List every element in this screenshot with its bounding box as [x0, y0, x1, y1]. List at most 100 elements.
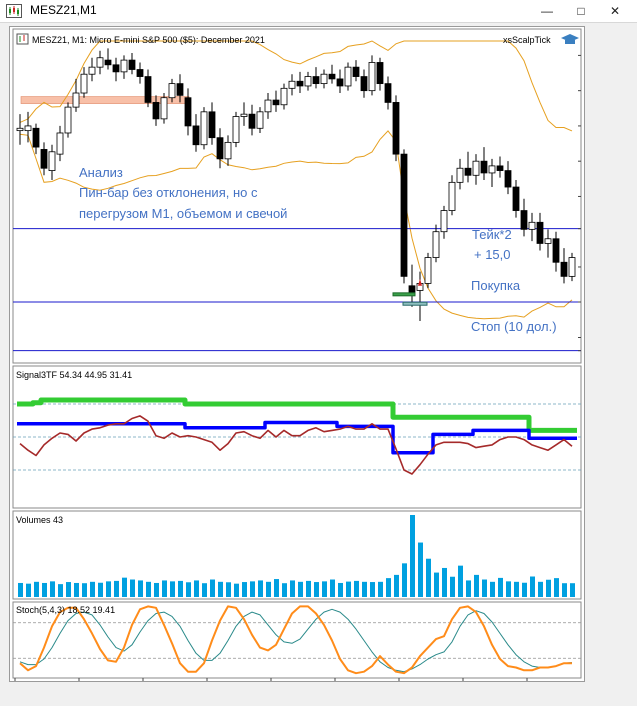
- candle-body: [48, 151, 56, 171]
- buy-label: Покупка: [471, 278, 521, 293]
- candle-body: [56, 132, 64, 155]
- chart-area[interactable]: 4589.004587.504586.004584.504583.004581.…: [9, 26, 623, 693]
- candle: [424, 252, 432, 289]
- volume-bar: [210, 579, 215, 597]
- candle-body: [488, 165, 496, 174]
- candle: [392, 95, 400, 162]
- volume-bar: [266, 581, 271, 597]
- volume-bar: [178, 580, 183, 597]
- candle-body: [32, 127, 40, 148]
- volume-bar: [530, 576, 535, 597]
- candle: [368, 55, 376, 96]
- candle: [528, 212, 536, 242]
- candle: [176, 74, 184, 103]
- stoch-panel-title: Stoch(5,4,3) 18.52 19.41: [16, 605, 115, 615]
- candle: [128, 53, 136, 75]
- volume-bar: [282, 583, 287, 597]
- minimize-button[interactable]: —: [541, 4, 553, 18]
- candle-body: [400, 153, 408, 277]
- candle: [80, 67, 88, 98]
- candle: [560, 248, 568, 284]
- volume-bar: [146, 581, 151, 597]
- candle-body: [208, 111, 216, 139]
- annotation-line1: Пин-бар без отклонения, но с: [79, 185, 258, 200]
- candle-body: [264, 99, 272, 113]
- volume-bar: [322, 581, 327, 597]
- volume-bar: [362, 581, 367, 597]
- volume-bar: [370, 582, 375, 597]
- candle: [304, 71, 312, 91]
- upper-band-line: [19, 40, 573, 132]
- candle-body: [128, 59, 136, 70]
- candle: [472, 154, 480, 185]
- candle-body: [376, 62, 384, 85]
- chart-header: MESZ21, M1: Micro E-mini S&P 500 ($5): D…: [32, 35, 265, 45]
- candle: [272, 90, 280, 112]
- chart-svg[interactable]: 4589.004587.504586.004584.504583.004581.…: [10, 27, 623, 693]
- volume-bar: [226, 582, 231, 597]
- candle-body: [528, 221, 536, 230]
- candle: [296, 71, 304, 94]
- candle: [312, 67, 320, 89]
- candle-body: [216, 137, 224, 160]
- volume-bar: [186, 582, 191, 597]
- candle: [344, 62, 352, 91]
- candle-body: [552, 238, 560, 263]
- candle-body: [168, 83, 176, 99]
- candle: [432, 224, 440, 263]
- candle: [256, 107, 264, 133]
- volume-bar: [58, 584, 63, 597]
- volume-bar: [434, 572, 439, 597]
- signal-series-0: [17, 397, 577, 433]
- volume-bar: [98, 582, 103, 597]
- volume-bar: [482, 579, 487, 597]
- volume-bar: [122, 577, 127, 597]
- close-button[interactable]: ✕: [609, 4, 621, 18]
- candle: [216, 128, 224, 169]
- volume-bar: [418, 542, 423, 597]
- candle: [88, 57, 96, 82]
- candle: [328, 64, 336, 84]
- volume-bar: [74, 582, 79, 597]
- candle: [400, 149, 408, 284]
- candle-body: [368, 62, 376, 92]
- candle-body: [408, 285, 416, 294]
- candle-body: [456, 167, 464, 183]
- volume-bar: [298, 581, 303, 597]
- candle-body: [440, 210, 448, 233]
- candle: [184, 88, 192, 136]
- candle-body: [88, 66, 96, 75]
- candle-body: [536, 221, 544, 244]
- candle: [336, 69, 344, 94]
- candle: [480, 147, 488, 180]
- graduation-cap-icon[interactable]: [561, 34, 579, 44]
- lower-band-line: [19, 130, 573, 320]
- volume-bar: [218, 581, 223, 597]
- candle-body: [288, 80, 296, 89]
- candle-body: [152, 102, 160, 120]
- candle: [248, 104, 256, 136]
- candle: [320, 69, 328, 89]
- volume-bar: [314, 582, 319, 597]
- candle-body: [304, 76, 312, 87]
- candle-body: [392, 102, 400, 155]
- stoch-panel: [12, 601, 582, 679]
- candle-body: [296, 80, 304, 87]
- volume-bar: [66, 582, 71, 597]
- candle-body: [384, 83, 392, 103]
- candle: [376, 57, 384, 91]
- buy-arrow: [418, 278, 422, 286]
- candle-body: [120, 59, 128, 73]
- order-marker: [402, 301, 428, 306]
- candle-body: [272, 99, 280, 106]
- candle: [232, 111, 240, 148]
- candle-body: [160, 97, 168, 120]
- volume-bar: [162, 580, 167, 597]
- take-label: Тейк*2: [472, 227, 512, 242]
- candle-body: [224, 141, 232, 160]
- candle: [240, 102, 248, 126]
- candle: [120, 55, 128, 79]
- candle: [136, 62, 144, 84]
- maximize-button[interactable]: □: [577, 4, 585, 18]
- stoch-plot: [13, 605, 581, 675]
